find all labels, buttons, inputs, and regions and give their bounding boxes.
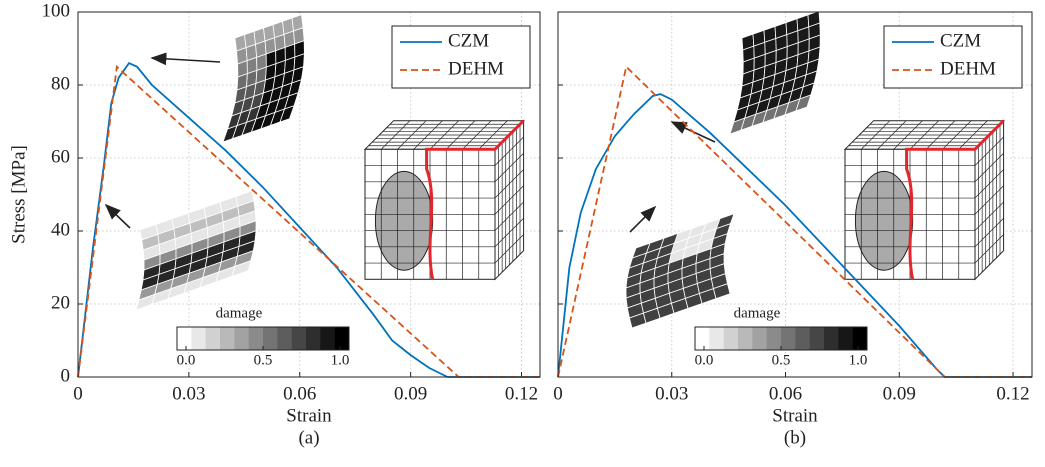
colorbar-swatch [795,327,810,350]
legend-box [391,25,531,89]
cube-grid [494,185,524,215]
mesh-cell [231,260,252,278]
colorbar-swatch [709,327,724,350]
crack-path [425,119,525,280]
cube-grid [974,234,1004,264]
mesh-cell [712,283,731,300]
mesh-cell [279,105,295,123]
colorbar-tick-label: 0.5 [254,352,273,368]
y-tick-label: 20 [51,292,70,313]
colorbar-swatch [263,327,278,350]
x-tick-label: 0 [553,383,563,404]
colorbar-swatch [291,327,307,350]
series-line [557,93,1032,378]
x-tick-label: 0 [73,383,83,404]
arrow [104,203,131,229]
cube-grid [942,120,972,150]
x-tick-label: 0.09 [883,383,916,404]
cube-grid [494,201,524,231]
caption: (a) [298,427,319,448]
colorbar-swatch [277,327,292,350]
arrow [150,52,221,66]
colorbar-swatch [852,327,868,350]
colorbar-tick-label: 1.0 [849,352,868,368]
cube-grid [958,120,988,150]
legend-label: DEHM [448,58,504,79]
cube-grid [974,201,1004,231]
x-tick-label: 0.06 [769,383,802,404]
colorbar-swatch [177,327,192,350]
colorbar-swatch [781,327,796,350]
legend-label: DEHM [940,58,996,79]
y-axis-label: Stress [MPa] [8,145,29,244]
caption: (b) [784,427,806,448]
x-tick-label: 0.12 [505,383,538,404]
y-tick-label: 80 [51,73,70,94]
colorbar-label: damage [734,305,781,321]
legend-label: CZM [940,30,981,51]
colorbar-swatch [320,327,335,350]
x-tick-label: 0.06 [283,383,316,404]
fiber [374,170,434,271]
cube-grid [926,120,956,150]
cube-grid [478,120,508,150]
colorbar-swatch [191,327,206,350]
cube-grid [494,217,524,248]
colorbar-swatch [738,327,753,350]
plot-frame [557,11,1033,378]
colorbar-swatch [809,327,825,350]
colorbar-tick-label: 0.0 [695,352,714,368]
colorbar-swatch [723,327,739,350]
series-line [77,61,540,378]
x-axis-label: Strain [772,405,818,426]
colorbar-swatch [752,327,767,350]
colorbar-swatch [824,327,839,350]
colorbar-swatch [306,327,321,350]
legend-box [883,25,1023,89]
colorbar-swatch [205,327,221,350]
y-tick-label: 0 [61,365,71,386]
y-tick-label: 100 [42,0,71,21]
mesh-cell [795,94,812,112]
x-axis-label: Strain [286,405,332,426]
colorbar-swatch [220,327,235,350]
x-tick-label: 0.09 [394,383,427,404]
cube-grid [494,234,524,264]
x-tick-label: 0.12 [996,383,1029,404]
colorbar-swatch [838,327,853,350]
y-tick-label: 60 [51,146,70,167]
x-tick-label: 0.03 [172,383,205,404]
crack-path [905,119,1005,280]
x-tick-label: 0.03 [655,383,688,404]
colorbar-tick-label: 0.5 [772,352,791,368]
cube-grid [974,217,1004,248]
colorbar-swatch [234,327,249,350]
colorbar-label: damage [216,305,263,321]
y-tick-label: 40 [51,219,70,240]
arrow [629,205,657,233]
legend-label: CZM [448,30,489,51]
fiber [854,170,914,271]
colorbar-tick-label: 1.0 [331,352,350,368]
plot-frame [77,11,541,378]
colorbar-swatch [248,327,264,350]
colorbar-swatch [695,327,710,350]
cube-grid [462,120,492,150]
colorbar-swatch [766,327,782,350]
colorbar-swatch [334,327,350,350]
cube-grid [974,185,1004,215]
cube-grid [446,120,476,150]
colorbar-tick-label: 0.0 [177,352,196,368]
